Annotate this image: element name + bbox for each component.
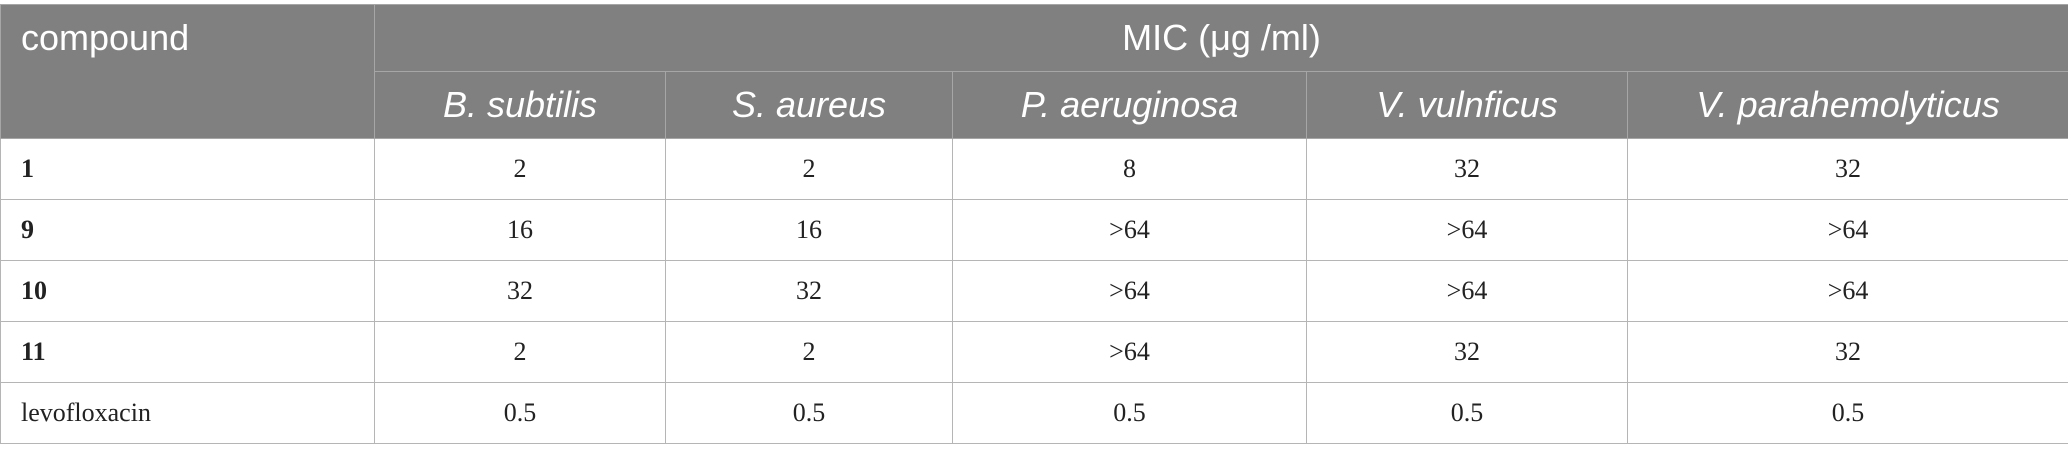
mic-value: >64	[1306, 260, 1628, 322]
species-header-v-vulnficus: V. vulnficus	[1306, 71, 1628, 139]
table-header: compound MIC (μg /ml) B. subtilis S. aur…	[0, 4, 2068, 139]
mic-value: 32	[1626, 321, 2068, 383]
mic-value: >64	[1626, 199, 2068, 261]
table-row: levofloxacin 0.5 0.5 0.5 0.5 0.5	[0, 382, 2068, 444]
mic-value: 16	[665, 199, 953, 261]
mic-value: 0.5	[374, 382, 666, 444]
mic-value: >64	[952, 260, 1307, 322]
mic-value: 8	[952, 138, 1307, 200]
species-header-b-subtilis: B. subtilis	[374, 71, 666, 139]
mic-value: 2	[665, 321, 953, 383]
header-row-1: compound MIC (μg /ml)	[0, 4, 2068, 139]
mic-value: 0.5	[1306, 382, 1628, 444]
mic-group-header: MIC (μg /ml)	[373, 4, 2068, 72]
mic-value: >64	[1626, 260, 2068, 322]
compound-name: 10	[0, 260, 375, 322]
mic-table: compound MIC (μg /ml) B. subtilis S. aur…	[0, 4, 2068, 444]
table-row: 10 32 32 >64 >64 >64	[0, 260, 2068, 322]
header-row-2: B. subtilis S. aureus P. aeruginosa V. v…	[1, 71, 2068, 139]
compound-name: levofloxacin	[0, 382, 375, 444]
table-body: 1 2 2 8 32 32 9 16 16 >64 >64 >64 10 32 …	[0, 138, 2068, 444]
mic-value: 32	[374, 260, 666, 322]
mic-value: 32	[1626, 138, 2068, 200]
mic-table-container: compound MIC (μg /ml) B. subtilis S. aur…	[0, 4, 2068, 444]
mic-value: 32	[1306, 321, 1628, 383]
mic-value: 32	[1306, 138, 1628, 200]
table-row: 11 2 2 >64 32 32	[0, 321, 2068, 383]
mic-value: 2	[374, 138, 666, 200]
mic-value: >64	[952, 199, 1307, 261]
species-header-s-aureus: S. aureus	[665, 71, 953, 139]
table-row: 9 16 16 >64 >64 >64	[0, 199, 2068, 261]
compound-column-header: compound	[0, 4, 375, 139]
mic-value: 2	[374, 321, 666, 383]
table-row: 1 2 2 8 32 32	[0, 138, 2068, 200]
mic-value: >64	[1306, 199, 1628, 261]
species-header-p-aeruginosa: P. aeruginosa	[952, 71, 1307, 139]
mic-value: >64	[952, 321, 1307, 383]
species-header-v-parahemolyticus: V. parahemolyticus	[1626, 71, 2068, 139]
mic-value: 32	[665, 260, 953, 322]
mic-value: 0.5	[665, 382, 953, 444]
compound-name: 11	[0, 321, 375, 383]
compound-name: 1	[0, 138, 375, 200]
mic-value: 0.5	[952, 382, 1307, 444]
mic-value: 16	[374, 199, 666, 261]
mic-value: 2	[665, 138, 953, 200]
compound-name: 9	[0, 199, 375, 261]
mic-value: 0.5	[1626, 382, 2068, 444]
